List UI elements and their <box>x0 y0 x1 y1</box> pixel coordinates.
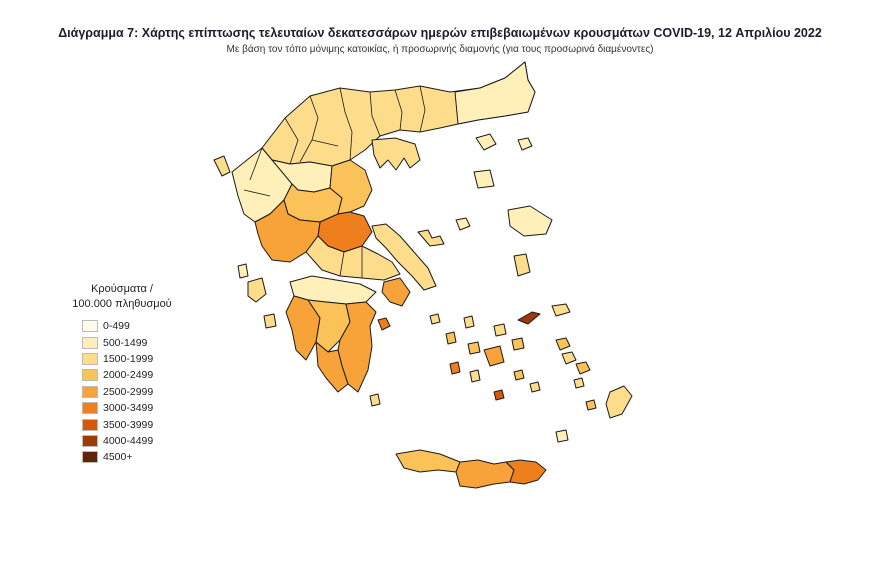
region-samothraki <box>517 137 533 151</box>
region-kefalonia <box>247 277 267 303</box>
region-crete-central <box>455 459 515 489</box>
region-thasos <box>475 133 497 151</box>
region-corfu <box>213 155 231 177</box>
region-chalkidiki <box>371 137 421 171</box>
region-lesvos <box>507 205 553 237</box>
legend-label: 0-499 <box>103 320 130 333</box>
region-crete-west <box>395 449 461 473</box>
region-chios <box>513 253 531 277</box>
legend-item: 4000-4499 <box>82 433 182 449</box>
legend-label: 3500-3999 <box>103 418 154 431</box>
region-peloponnese-east <box>337 301 377 393</box>
legend-item: 3000-3499 <box>82 400 182 416</box>
legend-swatch <box>82 451 98 464</box>
region-attica <box>381 277 411 307</box>
legend-item: 2000-2499 <box>82 367 182 383</box>
legend-item: 0-499 <box>82 318 182 334</box>
legend-title-line2: 100.000 πληθυσμού <box>72 298 172 310</box>
region-zakynthos <box>263 313 277 329</box>
legend-label: 4500+ <box>103 451 133 464</box>
region-skiathos-skopelos <box>417 229 445 247</box>
legend-swatch <box>82 352 98 365</box>
region-naxos <box>483 345 505 367</box>
legend-swatch <box>82 434 98 447</box>
map-subtitle: Με βάση τον τόπο μόνιμης κατοικίας, ή πρ… <box>226 44 654 55</box>
legend-item: 4500+ <box>82 449 182 465</box>
legend-swatch <box>82 418 98 431</box>
region-rhodes <box>605 385 633 419</box>
region-samos <box>551 303 571 317</box>
legend-item: 3500-3999 <box>82 416 182 432</box>
legend-item: 500-1499 <box>82 334 182 350</box>
legend-label: 2500-2999 <box>103 385 154 398</box>
legend: Κρούσματα / 100.000 πληθυσμού 0-499 500-… <box>62 282 182 466</box>
map-title: Διάγραμμα 7: Χάρτης επίπτωσης τελευταίων… <box>58 26 822 40</box>
legend-swatch <box>82 369 98 382</box>
region-thessaly-east <box>329 159 373 215</box>
legend-title-line1: Κρούσματα / <box>91 283 153 295</box>
region-evia <box>371 223 437 291</box>
region-santorini <box>493 389 505 401</box>
legend-swatch <box>82 385 98 398</box>
legend-swatch <box>82 336 98 349</box>
legend-item: 1500-1999 <box>82 351 182 367</box>
legend-items: 0-499 500-1499 1500-1999 2000-2499 2500-… <box>82 318 182 466</box>
legend-item: 2500-2999 <box>82 384 182 400</box>
region-messinia <box>315 341 349 393</box>
legend-label: 4000-4499 <box>103 434 154 447</box>
legend-label: 1500-1999 <box>103 352 154 365</box>
legend-label: 500-1499 <box>103 336 148 349</box>
legend-label: 2000-2499 <box>103 369 154 382</box>
region-crete-heraklion <box>505 459 547 485</box>
region-ikaria <box>517 311 541 325</box>
legend-label: 3000-3499 <box>103 402 154 415</box>
legend-swatch <box>82 320 98 333</box>
region-lemnos <box>473 169 495 189</box>
legend-swatch <box>82 402 98 415</box>
region-thrace-east <box>454 61 536 125</box>
